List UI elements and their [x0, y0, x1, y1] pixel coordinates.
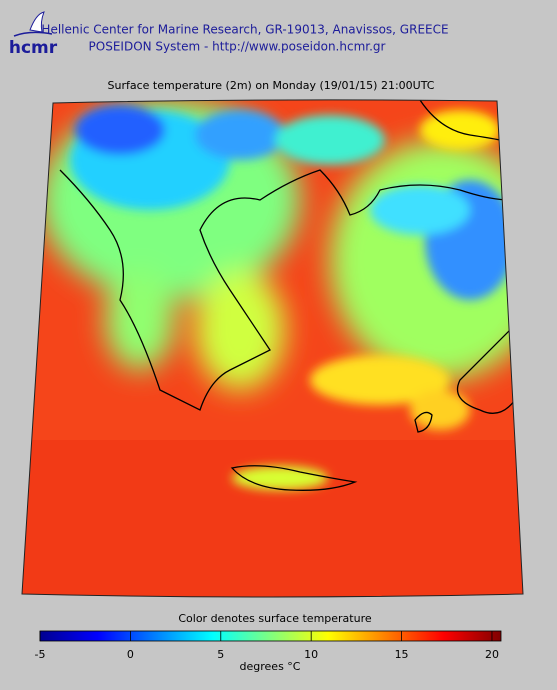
logo-text: hcmr [9, 38, 58, 58]
tick-label: 15 [395, 648, 409, 661]
temperature-field [22, 99, 523, 597]
map-frame [21, 99, 524, 598]
header-line: Hellenic Center for Marine Research, GR-… [41, 23, 448, 37]
colorbar-label: degrees °C [240, 660, 301, 673]
colorbar [39, 630, 502, 642]
header-line: POSEIDON System - http://www.poseidon.hc… [89, 40, 386, 54]
tick-label: -5 [35, 648, 46, 661]
tick-label: 5 [217, 648, 224, 661]
logo: hcmr [9, 11, 58, 58]
map-title: Surface temperature (2m) on Monday (19/0… [108, 79, 435, 92]
colorbar-title: Color denotes surface temperature [178, 612, 372, 625]
tick-label: 0 [127, 648, 134, 661]
tick-label: 10 [304, 648, 318, 661]
tick-label: 20 [485, 648, 499, 661]
